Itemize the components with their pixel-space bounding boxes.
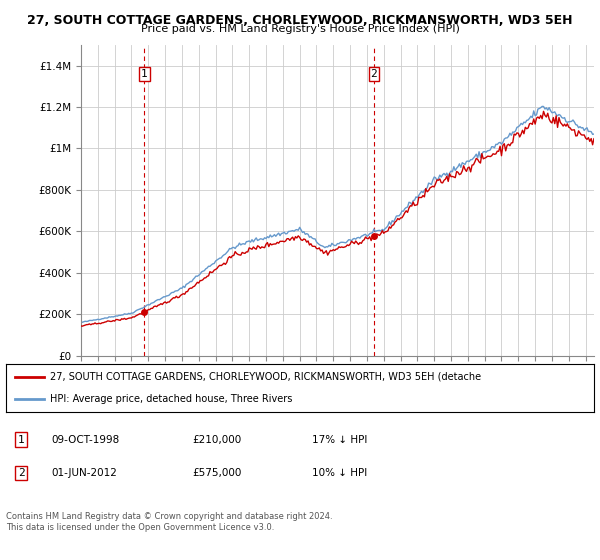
Text: 01-JUN-2012: 01-JUN-2012 [51,468,117,478]
Text: 27, SOUTH COTTAGE GARDENS, CHORLEYWOOD, RICKMANSWORTH, WD3 5EH: 27, SOUTH COTTAGE GARDENS, CHORLEYWOOD, … [27,14,573,27]
Text: 27, SOUTH COTTAGE GARDENS, CHORLEYWOOD, RICKMANSWORTH, WD3 5EH (detache: 27, SOUTH COTTAGE GARDENS, CHORLEYWOOD, … [50,372,481,382]
Text: 1: 1 [141,69,148,79]
Text: 2: 2 [371,69,377,79]
Text: 10% ↓ HPI: 10% ↓ HPI [312,468,367,478]
Text: 2: 2 [17,468,25,478]
Text: 17% ↓ HPI: 17% ↓ HPI [312,435,367,445]
Text: £575,000: £575,000 [192,468,241,478]
Text: 1: 1 [17,435,25,445]
Text: Price paid vs. HM Land Registry's House Price Index (HPI): Price paid vs. HM Land Registry's House … [140,24,460,34]
Text: 09-OCT-1998: 09-OCT-1998 [51,435,119,445]
Text: £210,000: £210,000 [192,435,241,445]
Text: Contains HM Land Registry data © Crown copyright and database right 2024.
This d: Contains HM Land Registry data © Crown c… [6,512,332,532]
Text: HPI: Average price, detached house, Three Rivers: HPI: Average price, detached house, Thre… [50,394,292,404]
